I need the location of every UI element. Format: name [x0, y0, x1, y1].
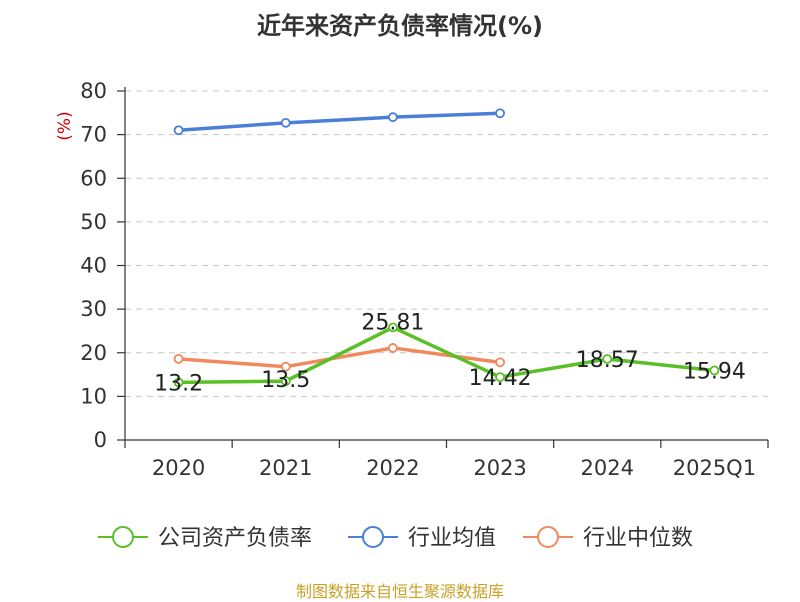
y-axis-label: (%) [55, 111, 75, 140]
data-point [495, 108, 505, 119]
data-label: 13.2 [154, 371, 203, 396]
legend-label: 行业均值 [408, 526, 496, 551]
data-label: 25.81 [361, 310, 424, 335]
data-point [388, 343, 398, 353]
x-tick-label: 2020 [152, 456, 205, 480]
data-point [173, 353, 184, 364]
x-tick-label: 2025Q1 [673, 456, 756, 480]
y-tick-label: 50 [80, 210, 107, 234]
data-point [495, 357, 505, 368]
x-tick-label: 2023 [473, 456, 526, 480]
legend-swatch-marker [362, 526, 384, 548]
data-label: 13.5 [261, 368, 310, 393]
data-point [602, 354, 613, 364]
source-note: 制图数据来自恒生聚源数据库 [295, 582, 504, 601]
y-tick-label: 70 [80, 123, 107, 147]
data-point [388, 322, 398, 333]
y-tick-label: 10 [80, 384, 107, 408]
legend-label: 行业中位数 [583, 526, 693, 551]
series-line [176, 346, 502, 369]
series-line [176, 111, 502, 133]
x-tick-label: 2024 [581, 456, 634, 480]
data-label: 15.94 [683, 359, 746, 384]
y-tick-label: 20 [80, 341, 107, 365]
data-label: 14.42 [469, 366, 532, 391]
series-line [176, 325, 717, 385]
y-tick-label: 80 [80, 79, 107, 103]
data-point [280, 376, 291, 387]
legend-swatch-marker [537, 526, 559, 548]
data-point [173, 125, 184, 136]
chart-title: 近年来资产负债率情况(%) [257, 12, 543, 40]
data-point [388, 112, 398, 123]
data-point [495, 372, 505, 382]
x-tick-label: 2021 [259, 456, 312, 480]
data-label: 18.57 [576, 348, 639, 373]
y-tick-label: 60 [80, 166, 107, 190]
y-tick-label: 0 [94, 428, 107, 452]
y-tick-label: 30 [80, 297, 107, 321]
y-tick-label: 40 [80, 254, 107, 278]
legend-swatch-marker [112, 526, 134, 548]
data-point [280, 117, 291, 128]
data-point [280, 361, 291, 372]
data-point [173, 377, 184, 388]
data-point [709, 365, 720, 376]
legend-label: 公司资产负债率 [158, 526, 312, 551]
x-tick-label: 2022 [366, 456, 419, 480]
